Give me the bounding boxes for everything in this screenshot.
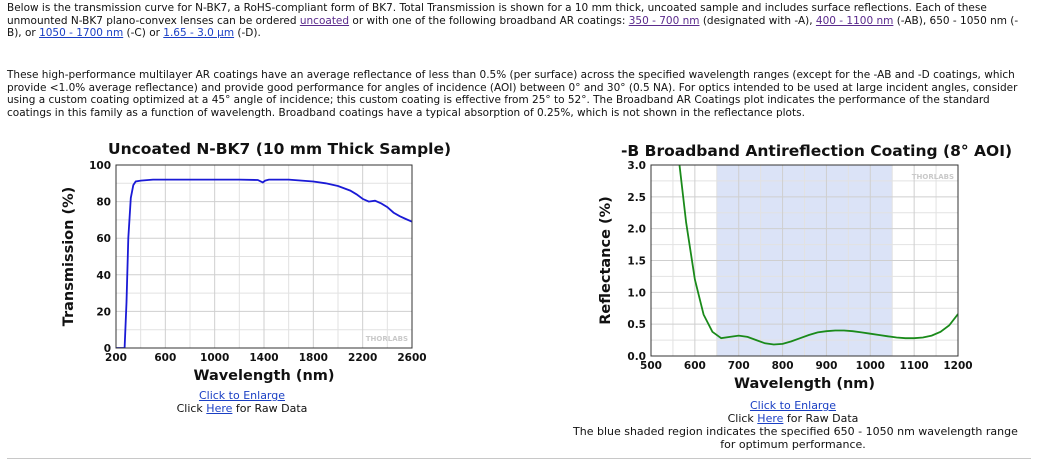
x-tick-label: 600 [154, 352, 176, 364]
right-enlarge-link[interactable]: Click to Enlarge [749, 399, 837, 412]
intro-text: Below is the transmission curve for N-BK… [7, 2, 987, 27]
reflectance-chart[interactable]: THORLABS 500 600 700 800 900 1000 1100 1200 0.0 0.… [590, 155, 980, 400]
y-tick-label: 1.5 [627, 256, 646, 268]
section-divider [7, 458, 1031, 459]
plot-frame [650, 164, 959, 357]
coating-link[interactable]: 400 - 1100 nm [815, 14, 894, 27]
coating-link[interactable]: 350 - 700 nm [628, 14, 700, 27]
x-tick-label: 800 [772, 360, 794, 372]
left-raw-suffix: for Raw Data [232, 402, 308, 415]
right-raw-suffix: for Raw Data [783, 412, 859, 425]
right-caption-line-2: for optimum performance. [720, 438, 866, 451]
coating-link[interactable]: 1.65 - 3.0 µm [163, 27, 235, 40]
right-raw-prefix: Click [727, 412, 758, 425]
x-tick-label: 500 [640, 360, 662, 372]
y-tick-label: 2.5 [627, 192, 646, 204]
x-tick-label: 700 [728, 360, 750, 372]
x-tick-label: 1400 [249, 352, 278, 364]
y-axis-label: Reflectance (%) [598, 196, 614, 324]
y-tick-label: 100 [89, 160, 111, 172]
intro-text: (-D). [234, 27, 261, 40]
intro-paragraph-2: These high-performance multilayer AR coa… [7, 69, 1018, 119]
watermark: THORLABS [366, 335, 408, 343]
x-tick-label: 2200 [348, 352, 377, 364]
right-enlarge[interactable]: Click to Enlarge [693, 399, 893, 412]
y-tick-label: 0 [104, 343, 111, 355]
intro-text: (designated with -A), [699, 14, 816, 27]
left-raw-prefix: Click [176, 402, 207, 415]
x-tick-label: 2600 [397, 352, 426, 364]
data-series-line [678, 165, 958, 346]
x-tick-label: 1000 [856, 360, 885, 372]
x-tick-label: 1200 [943, 360, 972, 372]
left-chart-title: Uncoated N-BK7 (10 mm Thick Sample) [108, 140, 452, 158]
coating-link[interactable]: uncoated [299, 14, 350, 27]
x-tick-label: 1800 [299, 352, 328, 364]
x-axis-label: Wavelength (nm) [734, 376, 875, 392]
y-tick-label: 0.0 [627, 351, 646, 363]
right-raw-data-link[interactable]: Here [757, 412, 784, 425]
left-raw-data-link[interactable]: Here [206, 402, 233, 415]
y-tick-label: 60 [96, 233, 111, 245]
y-axis-label: Transmission (%) [61, 187, 77, 327]
intro-text: (-AB), 650 - 1050 nm (-B), or [7, 14, 1019, 40]
plot-frame [115, 164, 413, 349]
y-tick-label: 3.0 [627, 160, 646, 172]
coating-link[interactable]: 1050 - 1700 nm [39, 27, 124, 40]
watermark: THORLABS [912, 173, 954, 181]
y-tick-label: 2.0 [627, 224, 646, 236]
right-caption-line-1: The blue shaded region indicates the spe… [573, 425, 1018, 438]
y-tick-label: 0.5 [627, 319, 646, 331]
transmission-chart[interactable]: THORLABS 200 600 1000 1400 1800 2200 2600 0 20 40 6… [40, 155, 440, 390]
x-tick-label: 1000 [200, 352, 229, 364]
y-tick-label: 1.0 [627, 287, 646, 299]
x-tick-label: 600 [684, 360, 706, 372]
intro-text: (-C) or [123, 27, 164, 40]
left-enlarge-link[interactable]: Click to Enlarge [198, 389, 286, 402]
right-chart-title: -B Broadband Antireflection Coating (8° … [621, 142, 1013, 160]
x-tick-label: 900 [815, 360, 837, 372]
data-series-line [116, 178, 412, 348]
y-tick-label: 40 [96, 270, 111, 282]
x-axis-label: Wavelength (nm) [193, 368, 334, 384]
x-tick-label: 200 [105, 352, 127, 364]
intro-text: or with one of the following broadband A… [349, 14, 629, 27]
y-tick-label: 80 [96, 197, 111, 209]
intro-paragraph-1: Below is the transmission curve for N-BK… [7, 2, 1032, 40]
right-raw-data: Click Here for Raw Data [693, 412, 893, 425]
x-tick-label: 1100 [900, 360, 929, 372]
y-tick-label: 20 [96, 306, 111, 318]
left-raw-data: Click Here for Raw Data [152, 402, 332, 415]
left-enlarge[interactable]: Click to Enlarge [152, 389, 332, 402]
